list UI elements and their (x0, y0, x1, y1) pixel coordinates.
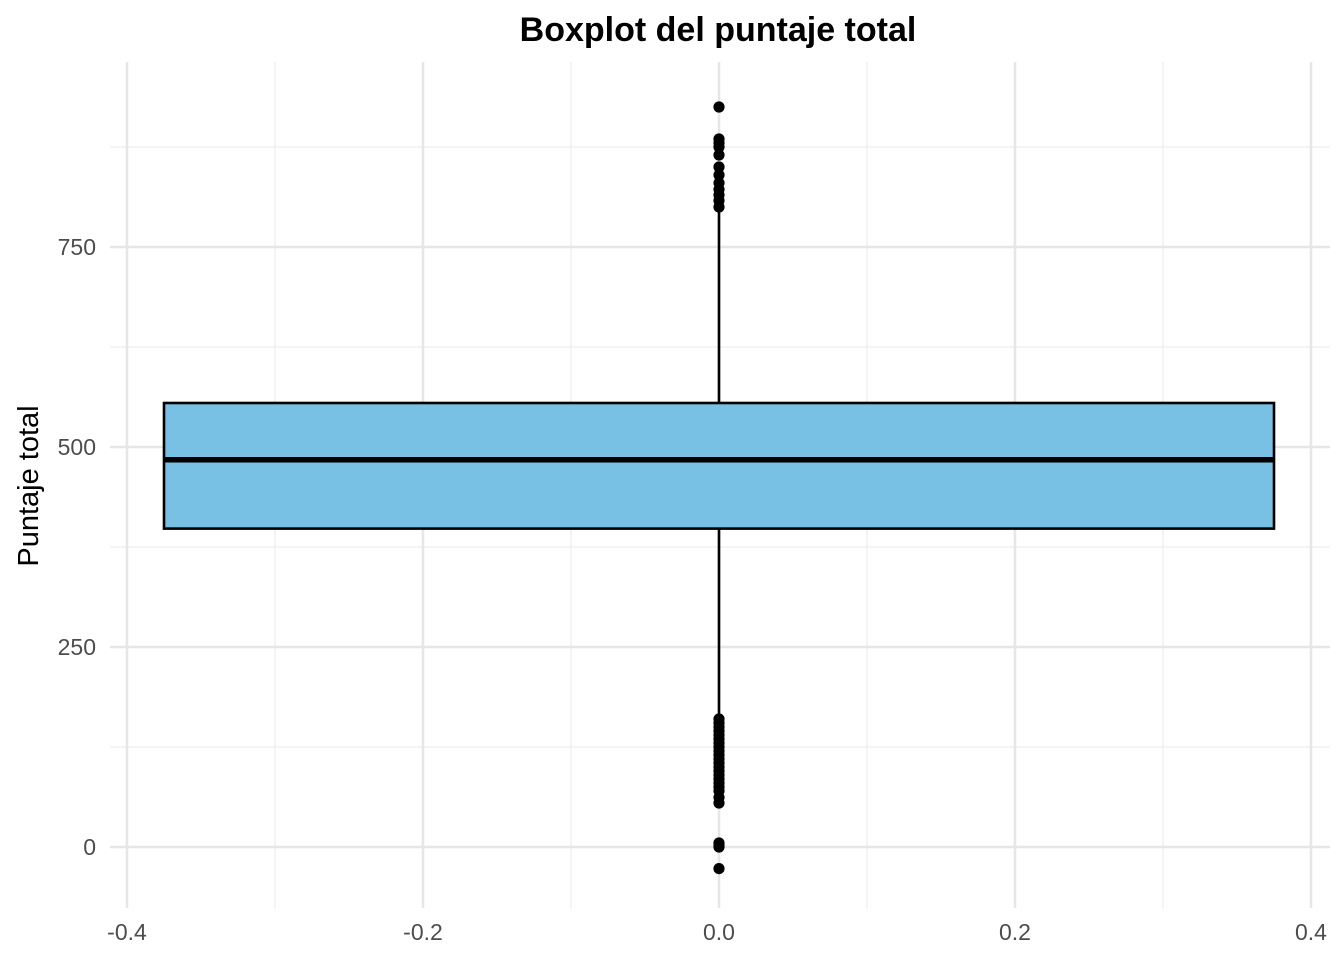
y-tick-label: 250 (58, 634, 96, 660)
y-tick-labels: 0 250 500 750 (58, 234, 96, 860)
box-layer (162, 211, 1276, 719)
outlier-point (713, 169, 725, 181)
x-tick-label: 0.2 (999, 919, 1031, 945)
outlier-point (713, 141, 725, 153)
y-tick-label: 750 (58, 234, 96, 260)
chart-title: Boxplot del puntaje total (520, 11, 917, 49)
outlier-point (713, 797, 725, 809)
y-tick-label: 500 (58, 434, 96, 460)
outlier-points (713, 101, 725, 875)
outlier-point (713, 863, 725, 875)
outlier-point (713, 149, 725, 161)
x-tick-label: 0.0 (703, 919, 735, 945)
x-tick-label: -0.4 (107, 919, 147, 945)
iqr-box (162, 401, 1276, 530)
x-tick-label: 0.4 (1295, 919, 1327, 945)
y-axis-title: Puntaje total (13, 405, 45, 566)
x-tick-label: -0.2 (403, 919, 443, 945)
outlier-point (713, 201, 725, 213)
y-tick-label: 0 (83, 834, 96, 860)
outlier-point (713, 161, 725, 173)
x-tick-labels: -0.4 -0.2 0.0 0.2 0.4 (107, 919, 1327, 945)
outlier-point (713, 841, 725, 853)
outlier-point (713, 101, 725, 113)
